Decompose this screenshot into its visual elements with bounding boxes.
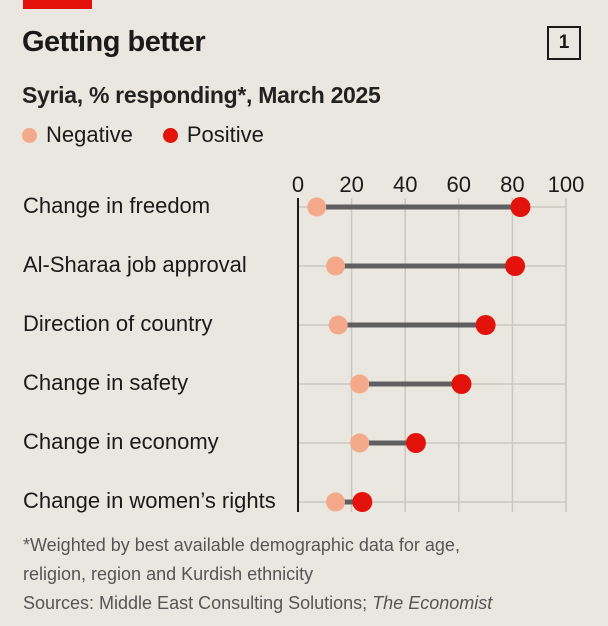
category-label: Change in women’s rights <box>23 488 276 513</box>
category-label: Change in safety <box>23 370 189 395</box>
legend-item-negative: Negative <box>22 122 133 148</box>
x-tick-label: 60 <box>447 172 471 197</box>
sources-publication: The Economist <box>372 593 493 613</box>
x-tick-label: 80 <box>500 172 524 197</box>
x-tick-label: 0 <box>292 172 304 197</box>
negative-point <box>328 315 348 335</box>
category-label: Al-Sharaa job approval <box>23 252 247 277</box>
negative-point <box>350 374 370 394</box>
legend-swatch-negative <box>22 127 37 143</box>
category-label: Change in freedom <box>23 193 211 218</box>
x-tick-label: 40 <box>393 172 417 197</box>
x-tick-label: 20 <box>339 172 363 197</box>
footnote: *Weighted by best available demographic … <box>23 531 492 618</box>
legend-label-negative: Negative <box>46 122 133 147</box>
chart-title: Getting better <box>22 26 206 58</box>
footnote-line-2: religion, region and Kurdish ethnicity <box>23 564 314 584</box>
chart-subtitle: Syria, % responding*, March 2025 <box>22 82 381 108</box>
positive-point <box>451 374 472 394</box>
negative-point <box>326 492 346 512</box>
positive-point <box>475 315 496 335</box>
negative-point <box>350 433 370 453</box>
negative-point <box>326 256 346 276</box>
sources-line: Sources: Middle East Consulting Solution… <box>23 589 492 618</box>
legend-swatch-positive <box>162 127 178 143</box>
legend: Negative Positive <box>22 122 294 148</box>
positive-point <box>405 433 426 453</box>
negative-point <box>307 197 327 217</box>
legend-label-positive: Positive <box>186 122 264 147</box>
x-tick-label: 100 <box>548 172 585 197</box>
positive-point <box>505 256 526 276</box>
footnote-line-1: *Weighted by best available demographic … <box>23 535 460 555</box>
positive-point <box>352 492 373 512</box>
chart-number-badge: 1 <box>547 26 581 60</box>
sources-text: Sources: Middle East Consulting Solution… <box>23 593 373 613</box>
positive-point <box>510 197 531 217</box>
brand-tag <box>23 0 92 9</box>
legend-item-positive: Positive <box>162 122 264 148</box>
category-label: Change in economy <box>23 429 219 454</box>
category-label: Direction of country <box>23 311 213 336</box>
